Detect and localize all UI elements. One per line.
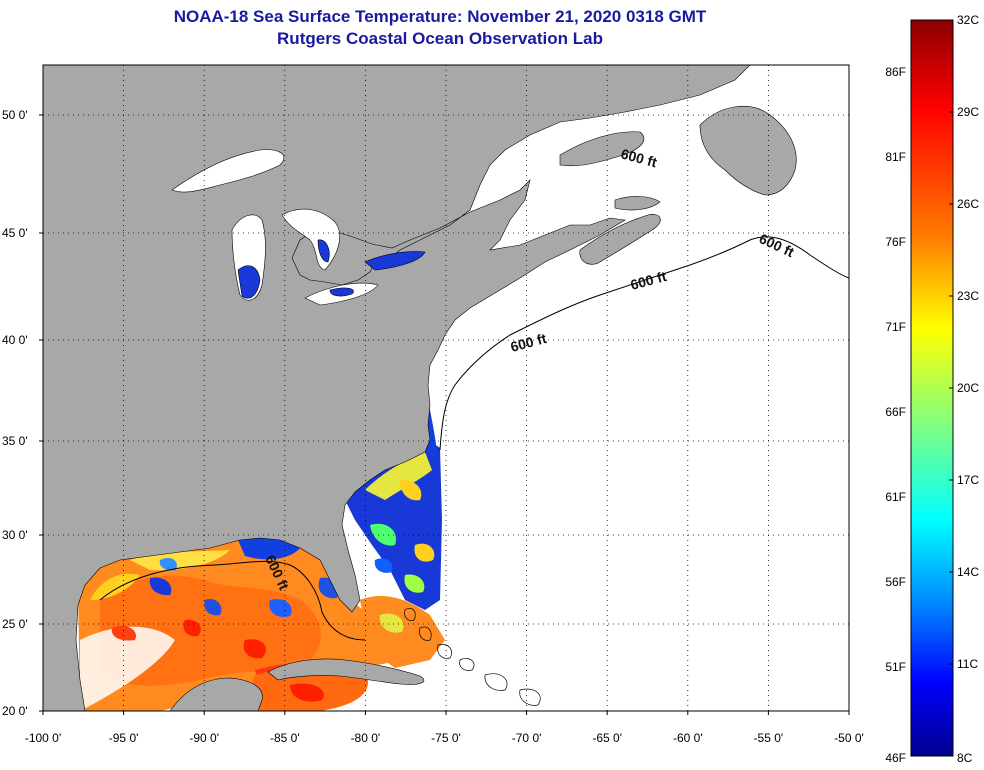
colorbar-celsius-label: 17C xyxy=(957,473,979,487)
land-newfoundland xyxy=(699,105,797,196)
colorbar-celsius-label: 11C xyxy=(957,657,978,671)
lat-tick-label: 35 0' xyxy=(2,434,28,448)
colorbar-fahrenheit-label: 46F xyxy=(885,751,906,765)
colorbar-fahrenheit-label: 71F xyxy=(885,320,906,334)
lat-tick-label: 30 0' xyxy=(2,528,28,542)
land-gaspe xyxy=(559,131,645,167)
colorbar-ticks: 32C 29C 26C 23C 20C 17C 14C 11C 8C 86F 81F 76F 71F 66… xyxy=(885,13,979,765)
lon-tick-label: -55 0' xyxy=(754,731,784,745)
lat-tick-label: 25 0' xyxy=(2,617,28,631)
colorbar-fahrenheit-label: 81F xyxy=(885,150,906,164)
colorbar-fahrenheit-label: 51F xyxy=(885,660,906,674)
bahamas-islands xyxy=(404,607,541,706)
map-title: NOAA-18 Sea Surface Temperature: Novembe… xyxy=(173,7,707,26)
axis-ticks: -100 0' -95 0' -90 0' -85 0' -80 0' -75 0' -70… xyxy=(2,108,864,745)
colorbar-fahrenheit-label: 76F xyxy=(885,235,906,249)
sst-atlantic-coast xyxy=(345,400,445,668)
colorbar-celsius-label: 26C xyxy=(957,197,979,211)
lon-tick-label: -70 0' xyxy=(512,731,542,745)
lon-tick-label: -80 0' xyxy=(351,731,381,745)
lon-tick-label: -60 0' xyxy=(673,731,703,745)
colorbar-celsius-label: 29C xyxy=(957,105,979,119)
colorbar-celsius-label: 8C xyxy=(957,751,973,765)
great-lakes xyxy=(171,149,426,306)
lon-tick-label: -65 0' xyxy=(592,731,622,745)
land-pei xyxy=(614,196,661,211)
lat-tick-label: 45 0' xyxy=(2,226,28,240)
colorbar-fahrenheit-label: 66F xyxy=(885,405,906,419)
land-yucatan xyxy=(169,677,263,711)
lat-tick-label: 50 0' xyxy=(2,108,28,122)
land-cuba xyxy=(267,658,425,685)
contour-600ft-atlantic xyxy=(439,236,849,451)
sst-caribbean-warm xyxy=(290,683,324,702)
map-subtitle: Rutgers Coastal Ocean Observation Lab xyxy=(277,29,603,48)
colorbar-celsius-label: 20C xyxy=(957,381,979,395)
lat-tick-label: 20 0' xyxy=(2,704,28,718)
colorbar-celsius-label: 32C xyxy=(957,13,979,27)
colorbar-fahrenheit-label: 56F xyxy=(885,575,906,589)
lon-tick-label: -50 0' xyxy=(834,731,864,745)
colorbar xyxy=(910,19,954,757)
colorbar-celsius-label: 14C xyxy=(957,565,979,579)
lon-tick-label: -100 0' xyxy=(25,731,61,745)
colorbar-fahrenheit-label: 61F xyxy=(885,490,906,504)
lon-tick-label: -90 0' xyxy=(189,731,219,745)
colorbar-fahrenheit-label: 86F xyxy=(885,65,906,79)
lon-tick-label: -95 0' xyxy=(109,731,139,745)
lon-tick-label: -75 0' xyxy=(431,731,461,745)
colorbar-celsius-label: 23C xyxy=(957,289,979,303)
land-nova-scotia xyxy=(579,214,661,265)
lon-tick-label: -85 0' xyxy=(270,731,300,745)
lat-tick-label: 40 0' xyxy=(2,333,28,347)
contour-600ft-gulf xyxy=(99,560,366,641)
land-north-america xyxy=(43,65,751,711)
